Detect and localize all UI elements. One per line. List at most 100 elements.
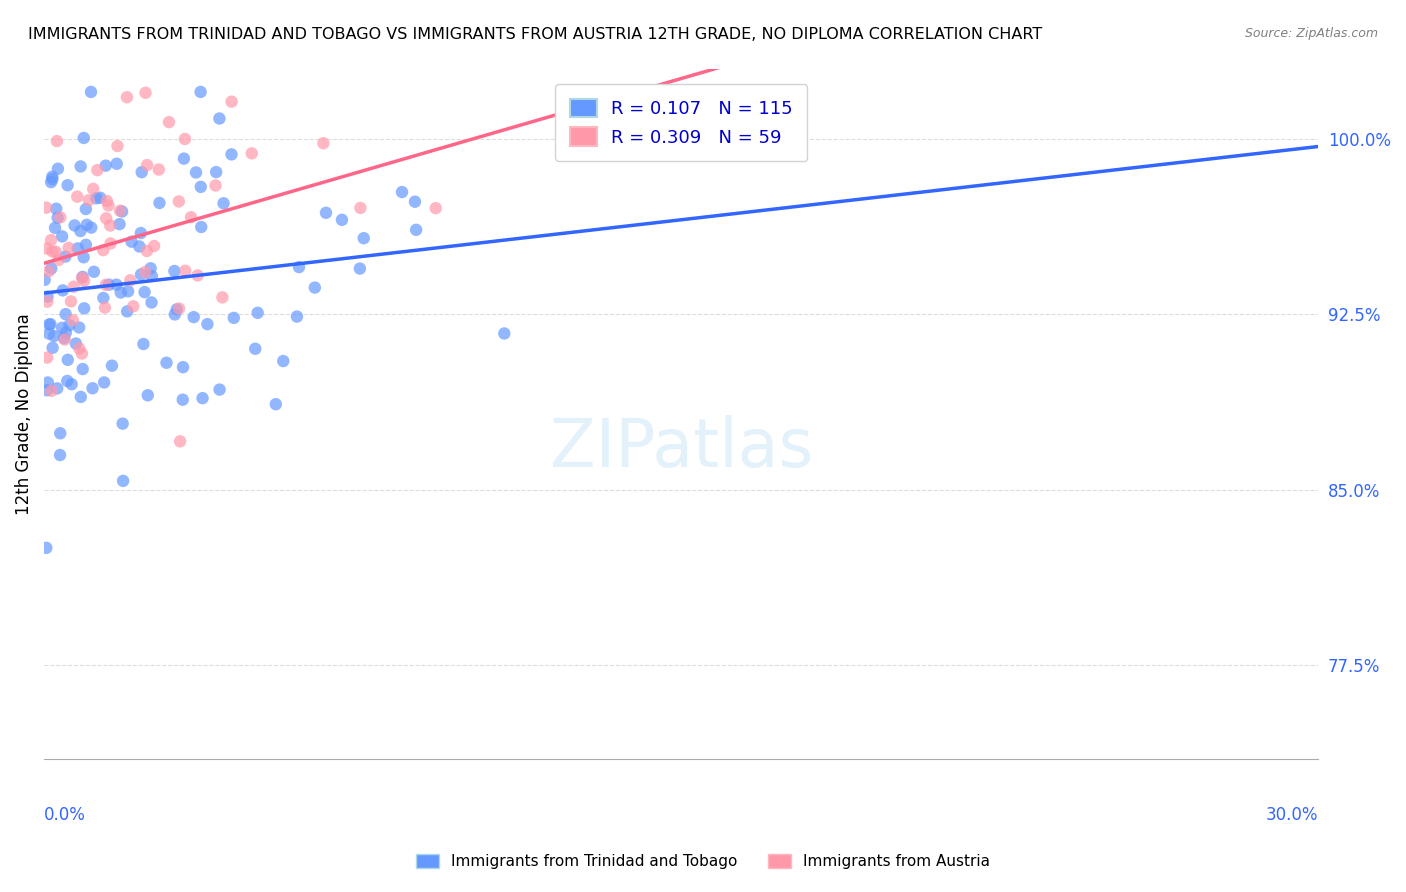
blue [75, 237, 97, 252]
blue [73, 250, 96, 264]
Y-axis label: 12th Grade, No Diploma: 12th Grade, No Diploma [15, 313, 32, 515]
blue [136, 388, 159, 402]
blue [172, 392, 194, 407]
blue [115, 304, 138, 318]
Legend: Immigrants from Trinidad and Tobago, Immigrants from Austria: Immigrants from Trinidad and Tobago, Imm… [409, 848, 997, 875]
pink [59, 294, 82, 309]
blue [34, 273, 56, 287]
blue [41, 172, 63, 186]
blue [56, 352, 79, 367]
pink [187, 268, 209, 283]
blue [208, 112, 231, 126]
pink [86, 163, 108, 178]
pink [41, 384, 63, 398]
blue [69, 390, 91, 404]
blue [134, 285, 156, 300]
blue [163, 307, 186, 321]
blue [271, 354, 294, 368]
blue [69, 160, 91, 174]
pink [66, 189, 89, 203]
pink [115, 90, 138, 104]
blue [42, 329, 65, 343]
blue [76, 218, 98, 232]
blue [93, 376, 115, 390]
Text: ZIPatlas: ZIPatlas [550, 416, 813, 482]
pink [35, 201, 58, 215]
pink [96, 194, 118, 208]
blue [191, 391, 214, 405]
pink [167, 301, 190, 316]
pink [221, 95, 243, 109]
blue [184, 165, 207, 179]
blue [166, 302, 188, 317]
blue [105, 277, 128, 292]
pink [62, 279, 84, 293]
blue [52, 331, 75, 345]
blue [46, 211, 69, 225]
blue [35, 384, 58, 398]
pink [70, 270, 93, 285]
blue [56, 178, 79, 193]
blue [39, 317, 62, 331]
pink [211, 290, 233, 304]
blue [128, 239, 150, 253]
blue [139, 261, 162, 276]
pink [45, 244, 67, 259]
blue [205, 165, 228, 179]
Text: Source: ZipAtlas.com: Source: ZipAtlas.com [1244, 27, 1378, 40]
blue [63, 219, 86, 233]
blue [45, 202, 67, 216]
blue [38, 318, 60, 332]
blue [315, 206, 337, 220]
blue [38, 326, 60, 341]
blue [66, 241, 89, 255]
Text: 0.0%: 0.0% [44, 805, 86, 823]
pink [96, 211, 118, 226]
blue [111, 204, 134, 219]
pink [135, 86, 157, 100]
blue [101, 359, 124, 373]
blue [52, 284, 75, 298]
blue [73, 301, 96, 316]
blue [49, 448, 72, 462]
blue [51, 229, 73, 244]
pink [108, 203, 131, 218]
blue [89, 191, 111, 205]
pink [94, 301, 117, 315]
blue [39, 261, 62, 276]
blue [245, 342, 267, 356]
pink [77, 194, 100, 208]
blue [121, 235, 143, 249]
pink [45, 134, 67, 148]
pink [37, 294, 59, 309]
blue [141, 269, 163, 284]
pink [35, 242, 58, 256]
blue [65, 336, 87, 351]
blue [35, 541, 58, 555]
blue [405, 223, 427, 237]
blue [391, 185, 413, 199]
pink [120, 273, 142, 287]
blue [494, 326, 516, 341]
blue [190, 85, 212, 99]
blue [82, 381, 104, 395]
blue [91, 291, 114, 305]
pink [49, 211, 72, 225]
blue [73, 131, 96, 145]
pink [73, 274, 96, 288]
blue [172, 360, 194, 375]
pink [148, 162, 170, 177]
blue [173, 152, 195, 166]
pink [70, 346, 93, 360]
blue [69, 224, 91, 238]
pink [425, 201, 447, 215]
pink [94, 277, 117, 292]
pink [167, 194, 190, 209]
blue [111, 417, 134, 431]
blue [349, 261, 371, 276]
blue [117, 285, 139, 299]
blue [108, 217, 131, 231]
pink [157, 115, 180, 129]
blue [246, 306, 269, 320]
pink [98, 219, 121, 233]
